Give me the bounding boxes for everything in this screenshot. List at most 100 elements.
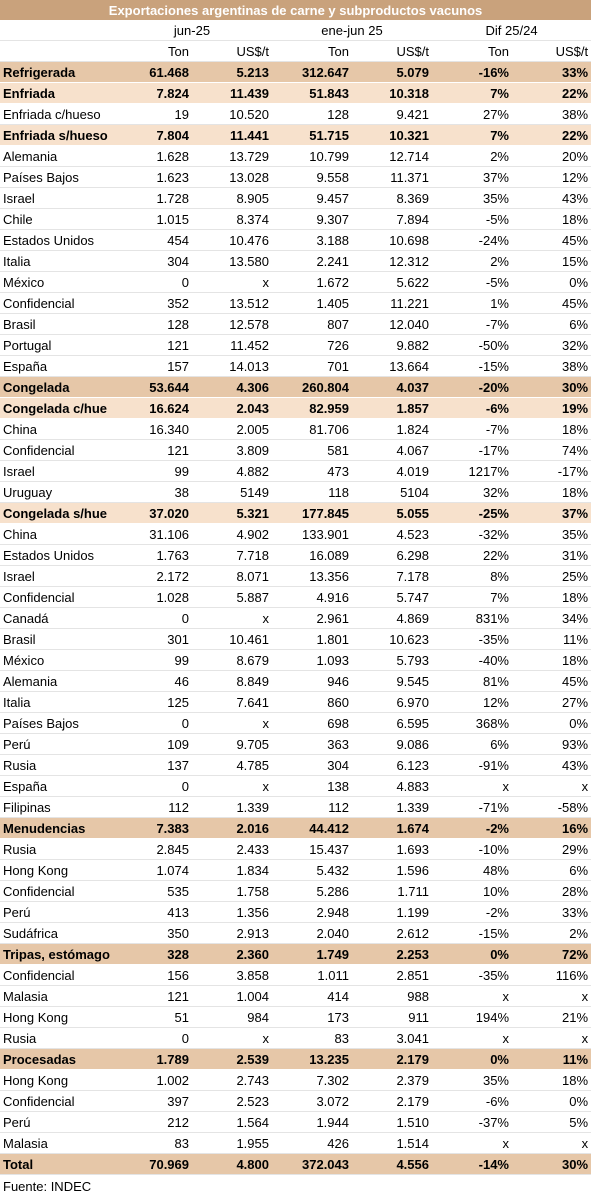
country-row: Italia 304 13.580 2.241 12.312 2% 15% (0, 250, 591, 272)
cell-value: 5.055 (352, 502, 432, 524)
cell-value: 10.799 (272, 145, 352, 167)
country-row: Confidencial 156 3.858 1.011 2.851 -35% 116% (0, 964, 591, 986)
cell-value: 16.089 (272, 544, 352, 566)
cell-value: 352 (112, 292, 192, 314)
cell-value: 1.834 (192, 859, 272, 881)
cell-value: 4.916 (272, 586, 352, 608)
category-row: Tripas, estómago 328 2.360 1.749 2.253 0% 72% (0, 943, 591, 965)
cell-value: 1.564 (192, 1111, 272, 1133)
cell-value: -24% (432, 229, 512, 251)
cell-value: -2% (432, 901, 512, 923)
cell-value: 13.512 (192, 292, 272, 314)
unit-header: US$/t (512, 40, 591, 62)
period-header-ene-jun: ene-jun 25 (272, 20, 432, 41)
cell-value: 7% (432, 124, 512, 146)
cell-value: 9.086 (352, 733, 432, 755)
cell-value: 30% (512, 1153, 591, 1175)
cell-value: 43% (512, 187, 591, 209)
cell-value: 7.718 (192, 544, 272, 566)
cell-value: 9.705 (192, 733, 272, 755)
cell-value: 7% (432, 82, 512, 104)
cell-value: 35% (512, 523, 591, 545)
cell-value: 1.801 (272, 628, 352, 650)
cell-value: x (192, 1027, 272, 1049)
cell-value: 22% (432, 544, 512, 566)
country-row: Confidencial 397 2.523 3.072 2.179 -6% 0% (0, 1090, 591, 1112)
cell-value: 9.421 (352, 103, 432, 125)
subcategory-row: Congelada c/hue 16.624 2.043 82.959 1.857 -6%… (0, 397, 591, 419)
cell-value: 27% (432, 103, 512, 125)
cell-value: 51.715 (272, 124, 352, 146)
row-label: México (0, 649, 112, 671)
country-row: Confidencial 121 3.809 581 4.067 -17% 74% (0, 439, 591, 461)
row-label: Brasil (0, 313, 112, 335)
country-row: China 16.340 2.005 81.706 1.824 -7% 18% (0, 418, 591, 440)
country-row: Israel 99 4.882 473 4.019 1217% -17% (0, 460, 591, 482)
cell-value: 9.882 (352, 334, 432, 356)
cell-value: 133.901 (272, 523, 352, 545)
cell-value: 2% (432, 250, 512, 272)
country-row: Confidencial 1.028 5.887 4.916 5.747 7% 18% (0, 586, 591, 608)
row-label: Enfriada c/hueso (0, 103, 112, 125)
cell-value: 37% (512, 502, 591, 524)
cell-value: 38 (112, 481, 192, 503)
country-row: Perú 109 9.705 363 9.086 6% 93% (0, 733, 591, 755)
cell-value: 1.711 (352, 880, 432, 902)
cell-value: 1.728 (112, 187, 192, 209)
cell-value: 33% (512, 901, 591, 923)
cell-value: 11.221 (352, 292, 432, 314)
cell-value: 4.067 (352, 439, 432, 461)
cell-value: 51.843 (272, 82, 352, 104)
cell-value: 1.356 (192, 901, 272, 923)
cell-value: 9.558 (272, 166, 352, 188)
cell-value: 2.241 (272, 250, 352, 272)
cell-value: 121 (112, 439, 192, 461)
row-label: Italia (0, 691, 112, 713)
cell-value: 7% (432, 586, 512, 608)
cell-value: 82.959 (272, 397, 352, 419)
cell-value: 22% (512, 82, 591, 104)
cell-value: 13.356 (272, 565, 352, 587)
cell-value: 1.944 (272, 1111, 352, 1133)
cell-value: 6% (432, 733, 512, 755)
cell-value: 397 (112, 1090, 192, 1112)
row-label: Países Bajos (0, 166, 112, 188)
cell-value: 37.020 (112, 502, 192, 524)
cell-value: x (432, 1132, 512, 1154)
row-label: España (0, 355, 112, 377)
cell-value: 860 (272, 691, 352, 713)
cell-value: 1.749 (272, 943, 352, 965)
unit-header: Ton (432, 40, 512, 62)
cell-value: -40% (432, 649, 512, 671)
cell-value: 1.199 (352, 901, 432, 923)
country-row: Confidencial 535 1.758 5.286 1.711 10% 28% (0, 880, 591, 902)
category-row: Menudencias 7.383 2.016 44.412 1.674 -2% 16% (0, 817, 591, 839)
cell-value: 11.452 (192, 334, 272, 356)
table-title: Exportaciones argentinas de carne y subp… (0, 0, 591, 20)
cell-value: 2.253 (352, 943, 432, 965)
cell-value: 156 (112, 964, 192, 986)
cell-value: 1.763 (112, 544, 192, 566)
cell-value: 12% (512, 166, 591, 188)
cell-value: 5.079 (352, 61, 432, 83)
cell-value: 112 (112, 796, 192, 818)
country-row: Uruguay 38 5149 118 5104 32% 18% (0, 481, 591, 503)
country-row: Hong Kong 1.074 1.834 5.432 1.596 48% 6% (0, 859, 591, 881)
cell-value: 18% (512, 208, 591, 230)
cell-value: 72% (512, 943, 591, 965)
cell-value: 4.883 (352, 775, 432, 797)
cell-value: 1.004 (192, 985, 272, 1007)
period-header-dif: Dif 25/24 (432, 20, 591, 41)
cell-value: 11% (512, 628, 591, 650)
cell-value: 116% (512, 964, 591, 986)
cell-value: 32% (512, 334, 591, 356)
cell-value: 1.674 (352, 817, 432, 839)
cell-value: 363 (272, 733, 352, 755)
cell-value: 3.858 (192, 964, 272, 986)
row-label: Italia (0, 250, 112, 272)
cell-value: 11.371 (352, 166, 432, 188)
cell-value: 45% (512, 670, 591, 692)
row-label: Alemania (0, 670, 112, 692)
cell-value: 3.041 (352, 1027, 432, 1049)
cell-value: 16.340 (112, 418, 192, 440)
